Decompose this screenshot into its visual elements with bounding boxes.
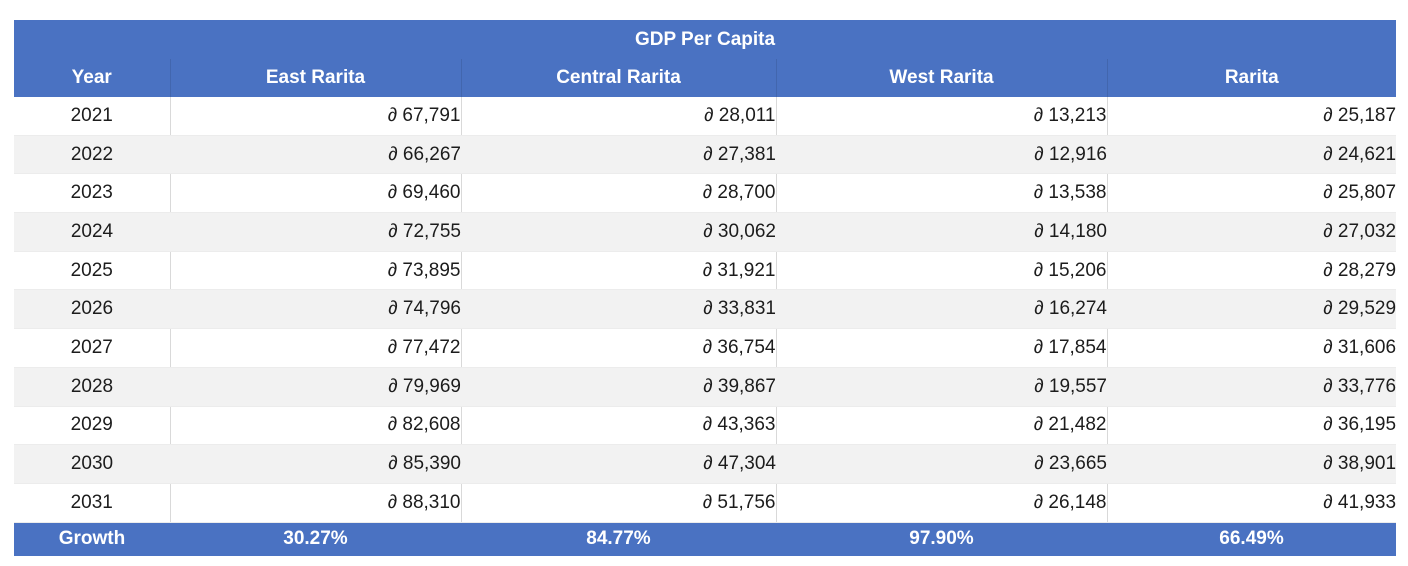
year-cell: 2025 [14, 251, 171, 291]
gdp-per-capita-table: GDP Per Capita Year East Rarita Central Ra… [14, 20, 1397, 556]
value-cell-west-rarita: ∂ 15,206 [776, 251, 1108, 291]
value-cell-east-rarita: ∂ 79,969 [170, 367, 461, 407]
value-cell-central-rarita: ∂ 28,011 [461, 97, 777, 136]
growth-value-rarita: 66.49% [1107, 522, 1397, 556]
value-cell-central-rarita: ∂ 31,921 [461, 251, 777, 291]
column-header-east-rarita: East Rarita [170, 59, 462, 97]
value-cell-east-rarita: ∂ 77,472 [170, 328, 462, 368]
column-header-rarita: Rarita [1107, 59, 1397, 97]
year-cell: 2021 [14, 97, 171, 136]
value-cell-central-rarita: ∂ 51,756 [461, 483, 777, 523]
year-cell: 2026 [14, 289, 170, 330]
value-cell-central-rarita: ∂ 43,363 [461, 406, 777, 446]
value-cell-west-rarita: ∂ 12,916 [776, 135, 1107, 175]
value-cell-west-rarita: ∂ 13,538 [776, 173, 1108, 214]
growth-value-east-rarita: 30.27% [170, 522, 461, 556]
year-cell: 2031 [14, 483, 171, 523]
year-cell: 2022 [14, 135, 170, 175]
table-row-2024: 2024 ∂ 72,755 ∂ 30,062 ∂ 14,180 ∂ 27,032 [14, 212, 1397, 252]
growth-row: Growth 30.27% 84.77% 97.90% 66.49% [14, 522, 1397, 556]
table-row-2023: 2023 ∂ 69,460 ∂ 28,700 ∂ 13,538 ∂ 25,807 [14, 173, 1397, 214]
year-cell: 2023 [14, 173, 171, 214]
value-cell-rarita: ∂ 41,933 [1107, 483, 1397, 523]
table-row-2029: 2029 ∂ 82,608 ∂ 43,363 ∂ 21,482 ∂ 36,195 [14, 406, 1397, 446]
table-title: GDP Per Capita [14, 20, 1397, 59]
value-cell-west-rarita: ∂ 26,148 [776, 483, 1108, 523]
value-cell-rarita: ∂ 24,621 [1107, 135, 1397, 175]
value-cell-east-rarita: ∂ 69,460 [170, 173, 462, 214]
value-cell-west-rarita: ∂ 13,213 [776, 97, 1108, 136]
table-row-2022: 2022 ∂ 66,267 ∂ 27,381 ∂ 12,916 ∂ 24,621 [14, 135, 1397, 175]
value-cell-east-rarita: ∂ 73,895 [170, 251, 462, 291]
year-cell: 2027 [14, 328, 171, 368]
table-row-2027: 2027 ∂ 77,472 ∂ 36,754 ∂ 17,854 ∂ 31,606 [14, 328, 1397, 368]
value-cell-rarita: ∂ 25,807 [1107, 173, 1397, 214]
year-cell: 2029 [14, 406, 171, 446]
growth-value-central-rarita: 84.77% [461, 522, 776, 556]
year-cell: 2028 [14, 367, 170, 407]
value-cell-west-rarita: ∂ 19,557 [776, 367, 1107, 407]
value-cell-central-rarita: ∂ 47,304 [461, 444, 776, 484]
value-cell-west-rarita: ∂ 14,180 [776, 212, 1107, 252]
table-row-2030: 2030 ∂ 85,390 ∂ 47,304 ∂ 23,665 ∂ 38,901 [14, 444, 1397, 484]
value-cell-east-rarita: ∂ 88,310 [170, 483, 462, 523]
value-cell-central-rarita: ∂ 39,867 [461, 367, 776, 407]
value-cell-rarita: ∂ 29,529 [1107, 289, 1397, 330]
column-header-west-rarita: West Rarita [776, 59, 1108, 97]
value-cell-west-rarita: ∂ 16,274 [776, 289, 1107, 330]
value-cell-central-rarita: ∂ 27,381 [461, 135, 776, 175]
value-cell-central-rarita: ∂ 28,700 [461, 173, 777, 214]
year-cell: 2024 [14, 212, 170, 252]
table-title-row: GDP Per Capita [14, 20, 1397, 59]
year-cell: 2030 [14, 444, 170, 484]
column-header-year: Year [14, 59, 171, 97]
value-cell-east-rarita: ∂ 85,390 [170, 444, 461, 484]
table-row-2028: 2028 ∂ 79,969 ∂ 39,867 ∂ 19,557 ∂ 33,776 [14, 367, 1397, 407]
table-row-2025: 2025 ∂ 73,895 ∂ 31,921 ∂ 15,206 ∂ 28,279 [14, 251, 1397, 291]
table-header-row: Year East Rarita Central Rarita West Rarita… [14, 59, 1397, 97]
value-cell-central-rarita: ∂ 30,062 [461, 212, 776, 252]
value-cell-east-rarita: ∂ 66,267 [170, 135, 461, 175]
value-cell-rarita: ∂ 27,032 [1107, 212, 1397, 252]
value-cell-east-rarita: ∂ 72,755 [170, 212, 461, 252]
value-cell-rarita: ∂ 33,776 [1107, 367, 1397, 407]
growth-value-west-rarita: 97.90% [776, 522, 1107, 556]
growth-label: Growth [14, 522, 170, 556]
value-cell-west-rarita: ∂ 21,482 [776, 406, 1108, 446]
value-cell-west-rarita: ∂ 17,854 [776, 328, 1108, 368]
table-row-2021: 2021 ∂ 67,791 ∂ 28,011 ∂ 13,213 ∂ 25,187 [14, 97, 1397, 136]
value-cell-central-rarita: ∂ 33,831 [461, 289, 776, 330]
value-cell-rarita: ∂ 38,901 [1107, 444, 1397, 484]
value-cell-rarita: ∂ 31,606 [1107, 328, 1397, 368]
table-row-2026: 2026 ∂ 74,796 ∂ 33,831 ∂ 16,274 ∂ 29,529 [14, 289, 1397, 330]
value-cell-central-rarita: ∂ 36,754 [461, 328, 777, 368]
column-header-central-rarita: Central Rarita [461, 59, 777, 97]
value-cell-east-rarita: ∂ 67,791 [170, 97, 462, 136]
value-cell-east-rarita: ∂ 74,796 [170, 289, 461, 330]
value-cell-east-rarita: ∂ 82,608 [170, 406, 462, 446]
value-cell-rarita: ∂ 36,195 [1107, 406, 1397, 446]
value-cell-rarita: ∂ 25,187 [1107, 97, 1397, 136]
table-row-2031: 2031 ∂ 88,310 ∂ 51,756 ∂ 26,148 ∂ 41,933 [14, 483, 1397, 523]
table-body: 2021 ∂ 67,791 ∂ 28,011 ∂ 13,213 ∂ 25,187 2022… [14, 97, 1397, 523]
value-cell-rarita: ∂ 28,279 [1107, 251, 1397, 291]
value-cell-west-rarita: ∂ 23,665 [776, 444, 1107, 484]
